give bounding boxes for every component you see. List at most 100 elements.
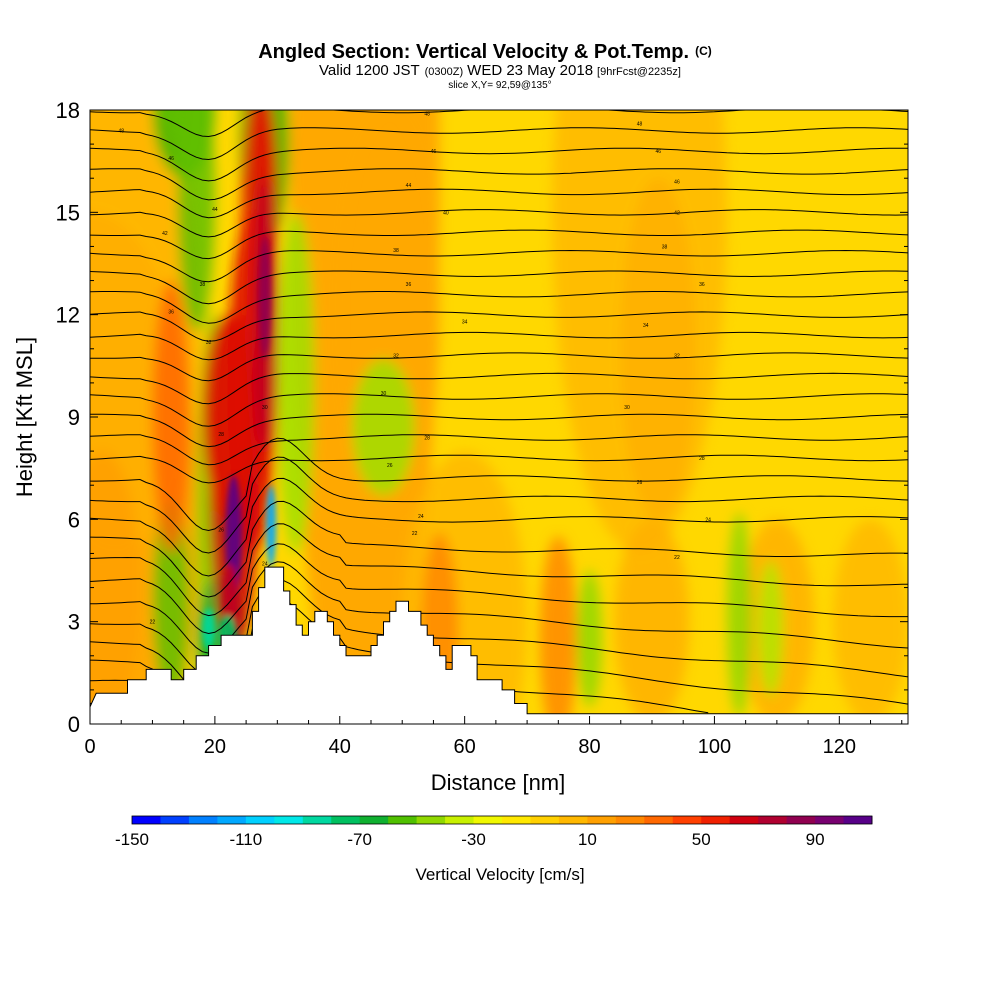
isentrope-label: 28: [699, 456, 705, 462]
x-tick-label: 60: [454, 736, 476, 758]
chart-title: Angled Section: Vertical Velocity & Pot.…: [258, 41, 712, 63]
isentrope-label: 26: [218, 528, 224, 534]
velocity-shade: [202, 314, 253, 520]
velocity-shade: [277, 212, 315, 554]
y-tick-label: 3: [68, 610, 80, 635]
colorbar-swatch: [416, 816, 446, 824]
isentrope-label: 36: [168, 309, 174, 315]
isentrope-label: 32: [393, 354, 399, 360]
isentrope-line: [90, 523, 908, 617]
x-axis-label: Distance [nm]: [431, 770, 566, 795]
x-tick-label: 40: [329, 736, 351, 758]
isentrope-label: 22: [674, 555, 680, 561]
isentrope-label: 42: [674, 210, 680, 216]
colorbar-tick-label: -70: [347, 830, 372, 849]
isentrope-line: [90, 147, 908, 182]
isentrope-line: [90, 456, 908, 554]
plot-area: 48 46 44 42 38 36 32 30 28 26 24 22 48 46 44 40 38 36 34 32…: [90, 110, 908, 724]
velocity-shade: [177, 110, 215, 332]
isentrope-label: 34: [462, 319, 468, 325]
colorbar-swatch: [729, 816, 759, 824]
x-tick-label: 20: [204, 736, 226, 758]
velocity-shade: [152, 498, 190, 704]
isentrope-label: 44: [212, 207, 218, 213]
colorbar-swatch: [815, 816, 845, 824]
isentrope-label: 30: [262, 405, 268, 411]
velocity-shade: [614, 519, 690, 724]
colorbar-swatch: [445, 816, 475, 824]
velocity-shade: [577, 570, 603, 707]
colorbar-swatch: [473, 816, 503, 824]
isentrope-label: 46: [168, 156, 174, 162]
colorbar-swatch: [786, 816, 816, 824]
isentrope-label: 24: [418, 514, 424, 520]
terrain: [90, 566, 908, 724]
y-tick-label: 12: [56, 303, 80, 328]
velocity-shade: [758, 560, 784, 697]
velocity-shade-core: [202, 608, 215, 649]
y-tick-label: 6: [68, 507, 80, 532]
isentrope-line: [90, 437, 908, 532]
velocity-shade: [152, 280, 190, 554]
colorbar-swatch: [843, 816, 873, 824]
x-tick-label: 0: [84, 736, 95, 758]
chart-subtitle: Valid 1200 JST (0300Z) WED 23 May 2018 [9hr…: [319, 62, 681, 79]
isentrope-label: 48: [118, 128, 124, 134]
isentrope-line: [90, 413, 908, 448]
isentrope-label: 40: [443, 210, 449, 216]
colorbar-swatch: [672, 816, 702, 824]
velocity-shade: [352, 359, 415, 496]
isentrope-line: [90, 291, 908, 324]
isentrope-label: 36: [699, 282, 705, 288]
colorbar-swatch: [274, 816, 304, 824]
colorbar-tick-label: -110: [229, 830, 262, 849]
y-axis-label: Height [Kft MSL]: [12, 337, 37, 497]
isentrope-label: 26: [387, 463, 393, 469]
isentrope-line: [90, 127, 908, 161]
isentrope-label: 28: [424, 435, 430, 441]
chart-slice-label: slice X,Y= 92,59@135°: [448, 80, 551, 91]
y-tick-label: 15: [56, 200, 80, 225]
isentrope-label: 26: [637, 480, 643, 486]
isentrope-line: [90, 393, 908, 427]
colorbar: -150 -110 -70 -30 10 50 90: [115, 815, 873, 849]
x-tick-label: 120: [823, 736, 856, 758]
colorbar-swatch: [302, 816, 332, 824]
isentrope-line: [90, 454, 908, 484]
y-tick-label: 0: [68, 712, 80, 737]
isentrope-line: [90, 311, 908, 342]
isentrope-line: [90, 209, 908, 238]
colorbar-swatch: [530, 816, 560, 824]
isentrope-line: [90, 249, 908, 283]
isentrope-line: [90, 270, 908, 305]
colorbar-tick-label: 90: [806, 830, 825, 849]
isentrope-line: [90, 372, 908, 405]
isentrope-line: [90, 543, 908, 635]
isentrope-label: 32: [206, 340, 212, 346]
colorbar-swatch: [188, 816, 218, 824]
colorbar-swatch: [644, 816, 674, 824]
isentrope-line: [90, 500, 908, 598]
isentrope-lines: [90, 110, 908, 714]
isentrope-label: 22: [150, 620, 156, 626]
isentrope-label: 48: [424, 111, 430, 117]
colorbar-tick-label: -30: [461, 830, 486, 849]
isentrope-label: 32: [674, 354, 680, 360]
isentrope-label: 38: [393, 248, 399, 254]
colorbar-swatch: [388, 816, 418, 824]
isentrope-labels: 48 46 44 42 38 36 32 30 28 26 24 22 48 46 44 40 38 36 34 32…: [118, 111, 711, 625]
colorbar-swatch: [359, 816, 389, 824]
isentrope-label: 30: [381, 391, 387, 397]
colorbar-swatch: [245, 816, 275, 824]
colorbar-frame: [131, 815, 873, 825]
colorbar-swatch: [558, 816, 588, 824]
colorbar-swatch: [587, 816, 617, 824]
isentrope-label: 38: [662, 244, 668, 250]
isentrope-line: [90, 477, 908, 577]
isentrope-label: 30: [624, 405, 630, 411]
velocity-shade: [539, 536, 578, 724]
colorbar-swatch: [615, 816, 645, 824]
isentrope-label: 24: [262, 562, 268, 568]
x-axis: 0 20 40 60 80 100 120: [84, 716, 903, 758]
